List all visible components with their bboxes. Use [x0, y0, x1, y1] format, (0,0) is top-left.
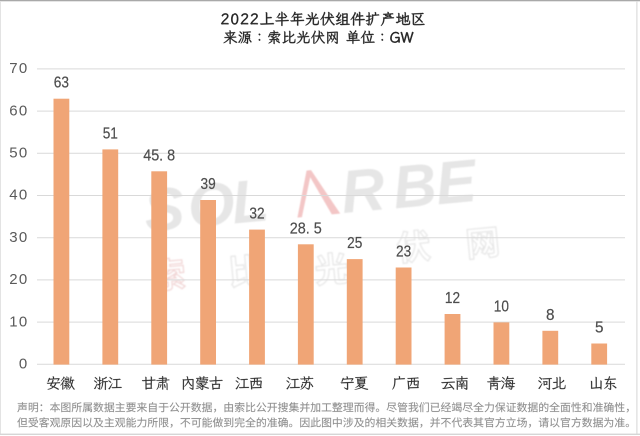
svg-text:0: 0	[19, 356, 29, 373]
svg-text:51: 51	[103, 125, 118, 142]
svg-text:30: 30	[9, 229, 28, 246]
svg-text:45. 8: 45. 8	[143, 147, 175, 164]
svg-text:32: 32	[249, 206, 264, 223]
svg-text:25: 25	[347, 235, 362, 252]
svg-text:10: 10	[494, 298, 509, 315]
svg-text:8: 8	[546, 307, 555, 324]
svg-text:10: 10	[9, 313, 28, 330]
svg-text:60: 60	[9, 102, 28, 119]
svg-text:50: 50	[9, 145, 28, 162]
svg-text:39: 39	[201, 176, 216, 193]
svg-text:40: 40	[9, 187, 28, 204]
svg-text:20: 20	[9, 271, 28, 288]
svg-text:70: 70	[9, 60, 28, 77]
svg-text:5: 5	[595, 320, 604, 337]
svg-text:RBE: RBE	[338, 147, 481, 226]
svg-text:23: 23	[396, 244, 411, 261]
svg-text:28. 5: 28. 5	[290, 220, 322, 237]
svg-text:63: 63	[54, 75, 69, 92]
svg-text:12: 12	[445, 290, 460, 307]
